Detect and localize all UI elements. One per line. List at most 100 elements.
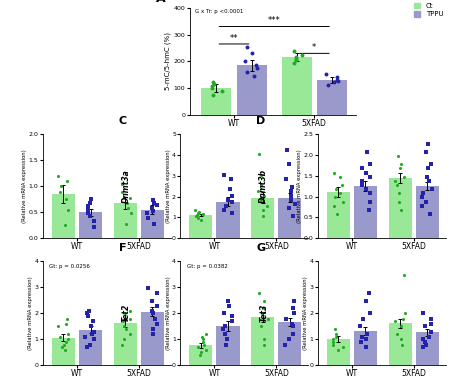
Point bbox=[209, 83, 216, 89]
Point bbox=[292, 57, 300, 63]
Point bbox=[127, 308, 134, 314]
Bar bbox=[354, 331, 377, 365]
Point bbox=[329, 339, 337, 345]
Point bbox=[264, 316, 272, 322]
Point bbox=[261, 336, 268, 343]
Point bbox=[258, 182, 265, 188]
Point bbox=[397, 207, 405, 213]
Point bbox=[84, 203, 91, 209]
Y-axis label: (Relative mRNA expression): (Relative mRNA expression) bbox=[28, 276, 33, 350]
Point bbox=[290, 298, 298, 304]
Point bbox=[331, 326, 338, 332]
Text: ***: *** bbox=[268, 17, 281, 25]
Point bbox=[425, 141, 432, 147]
Point bbox=[363, 186, 370, 192]
Point bbox=[209, 85, 216, 91]
Bar bbox=[217, 202, 239, 238]
Point bbox=[118, 180, 125, 187]
Bar bbox=[327, 339, 350, 365]
Text: Dnmt3b: Dnmt3b bbox=[259, 169, 268, 203]
Point bbox=[56, 334, 64, 340]
Y-axis label: (Relative mRNA expression): (Relative mRNA expression) bbox=[165, 276, 171, 350]
Point bbox=[393, 182, 401, 188]
Point bbox=[364, 331, 371, 337]
Point bbox=[263, 203, 271, 209]
Point bbox=[428, 186, 436, 192]
Point bbox=[120, 336, 128, 343]
Point bbox=[285, 205, 292, 211]
Point bbox=[153, 290, 161, 296]
Point bbox=[126, 316, 134, 322]
Point bbox=[127, 195, 134, 201]
Point bbox=[358, 182, 365, 188]
Point bbox=[260, 341, 267, 348]
Bar bbox=[251, 198, 274, 238]
Point bbox=[54, 323, 62, 329]
Point bbox=[291, 310, 298, 316]
Point bbox=[419, 344, 427, 350]
Bar bbox=[141, 312, 164, 365]
Point bbox=[122, 220, 129, 227]
Point bbox=[227, 176, 235, 182]
Point bbox=[397, 323, 405, 329]
Point bbox=[54, 173, 62, 179]
Point bbox=[298, 52, 306, 58]
Point bbox=[400, 271, 408, 278]
Point bbox=[285, 336, 293, 343]
Point bbox=[392, 178, 399, 184]
Point bbox=[241, 58, 249, 65]
Point bbox=[288, 188, 295, 194]
Point bbox=[360, 316, 367, 322]
Point bbox=[210, 81, 218, 88]
Point bbox=[197, 217, 204, 223]
Point bbox=[57, 183, 65, 189]
Point bbox=[64, 331, 72, 337]
Point bbox=[395, 190, 403, 196]
Point bbox=[119, 318, 127, 324]
Point bbox=[225, 303, 233, 309]
Text: G x Tr: p <0.0001: G x Tr: p <0.0001 bbox=[195, 9, 243, 14]
Bar bbox=[217, 326, 239, 365]
Point bbox=[334, 77, 341, 83]
Point bbox=[334, 78, 341, 84]
Point bbox=[87, 323, 94, 329]
Point bbox=[335, 347, 342, 353]
Point bbox=[330, 79, 338, 86]
Point bbox=[226, 186, 233, 192]
Point bbox=[292, 56, 300, 62]
Point bbox=[428, 321, 435, 327]
Text: **: ** bbox=[230, 34, 238, 43]
Point bbox=[332, 186, 340, 192]
Point bbox=[58, 344, 65, 350]
Point bbox=[84, 207, 92, 213]
Point bbox=[363, 336, 370, 343]
Point bbox=[90, 218, 98, 225]
Point bbox=[148, 205, 156, 211]
Point bbox=[362, 169, 370, 175]
Y-axis label: 5-mC/5-hmC (%): 5-mC/5-hmC (%) bbox=[164, 32, 171, 91]
Point bbox=[221, 331, 228, 337]
Point bbox=[419, 336, 427, 343]
Point bbox=[243, 69, 251, 75]
Point bbox=[194, 215, 202, 222]
Point bbox=[289, 321, 296, 327]
Point bbox=[86, 200, 94, 206]
Point bbox=[202, 347, 210, 353]
Text: A: A bbox=[156, 0, 166, 5]
Point bbox=[220, 172, 228, 178]
Point bbox=[122, 326, 130, 332]
Bar bbox=[79, 330, 102, 365]
Point bbox=[398, 336, 405, 343]
Point bbox=[123, 200, 130, 206]
Point bbox=[149, 197, 156, 203]
Text: G: G bbox=[256, 243, 265, 253]
Point bbox=[202, 331, 210, 337]
Point bbox=[253, 65, 261, 71]
Point bbox=[395, 199, 402, 205]
Bar bbox=[201, 88, 231, 115]
Point bbox=[257, 197, 265, 204]
Point bbox=[333, 74, 341, 80]
Point bbox=[323, 71, 330, 77]
Bar bbox=[354, 186, 377, 238]
Point bbox=[290, 323, 297, 329]
